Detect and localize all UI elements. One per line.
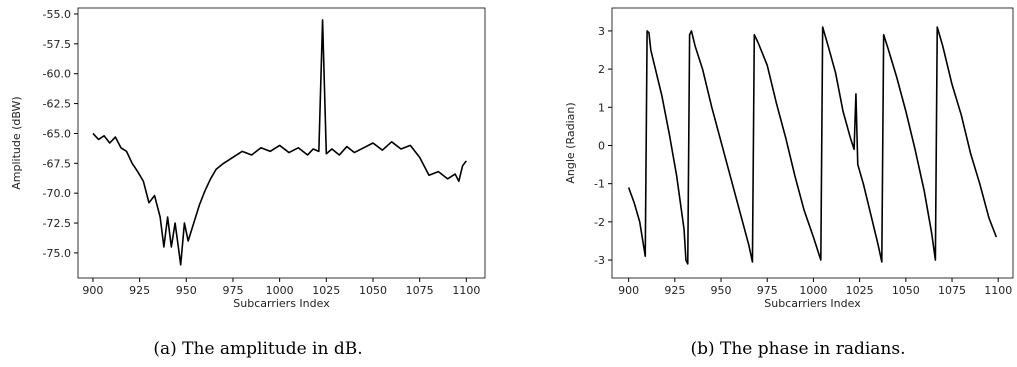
y-tick-label: 3 — [598, 25, 605, 38]
x-tick-label: 975 — [222, 284, 243, 297]
y-tick-label: -67.5 — [43, 157, 71, 170]
plot-frame — [611, 7, 1014, 279]
x-tick-label: 1050 — [892, 284, 920, 297]
y-tick-label: 2 — [598, 63, 605, 76]
x-tick-label: 1000 — [266, 284, 294, 297]
x-tick-label: 1100 — [452, 284, 480, 297]
x-tick-label: 1025 — [312, 284, 340, 297]
x-tick-label: 950 — [711, 284, 732, 297]
y-tick-label: 0 — [598, 139, 605, 152]
y-tick-label: -57.5 — [43, 38, 71, 51]
y-tick-label: -60.0 — [43, 68, 71, 81]
y-tick-label: -55.0 — [43, 8, 71, 21]
x-axis-label: Subcarriers Index — [764, 297, 861, 310]
y-tick-label: -75.0 — [43, 247, 71, 260]
x-tick-label: 900 — [82, 284, 103, 297]
x-tick-label: 950 — [176, 284, 197, 297]
x-tick-label: 1050 — [359, 284, 387, 297]
data-line — [627, 26, 998, 265]
x-tick-label: 1075 — [938, 284, 966, 297]
caption: (a) The amplitude in dB. — [153, 339, 362, 359]
y-tick-label: -3 — [594, 254, 605, 267]
y-tick-label: -65.0 — [43, 127, 71, 140]
x-tick-label: 975 — [757, 284, 778, 297]
y-tick-label: -72.5 — [43, 217, 71, 230]
caption: (b) The phase in radians. — [690, 339, 905, 359]
x-tick-label: 925 — [664, 284, 685, 297]
x-tick-label: 1075 — [406, 284, 434, 297]
x-tick-label: 1000 — [799, 284, 827, 297]
x-axis-label: Subcarriers Index — [233, 297, 330, 310]
x-tick-label: 925 — [129, 284, 150, 297]
plot-frame — [77, 7, 486, 279]
y-tick-label: -1 — [594, 178, 605, 191]
x-tick-label: 1100 — [984, 284, 1012, 297]
x-tick-label: 1025 — [846, 284, 874, 297]
y-tick-label: -2 — [594, 216, 605, 229]
y-tick-label: -62.5 — [43, 98, 71, 111]
y-axis-label: Angle (Radian) — [564, 102, 577, 183]
x-tick-label: 900 — [618, 284, 639, 297]
y-axis-label: Amplitude (dBW) — [10, 96, 23, 189]
data-line — [92, 19, 467, 266]
y-tick-label: -70.0 — [43, 187, 71, 200]
y-tick-label: 1 — [598, 101, 605, 114]
